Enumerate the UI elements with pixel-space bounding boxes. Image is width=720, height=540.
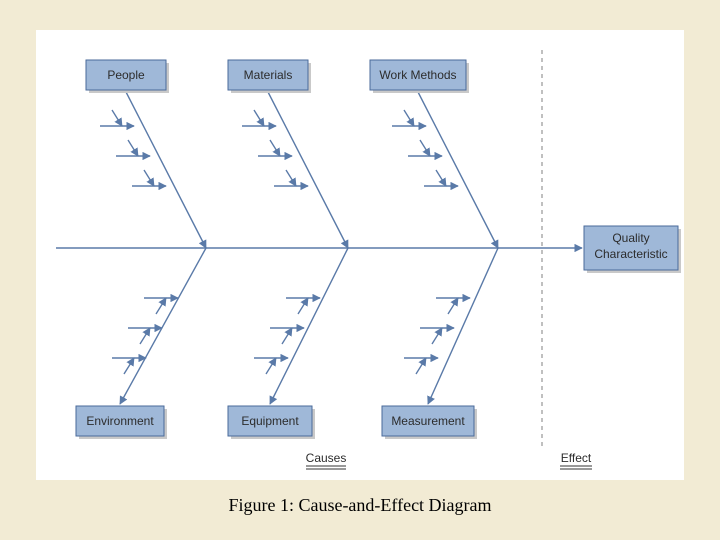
- figure-caption: Figure 1: Cause-and-Effect Diagram: [0, 495, 720, 516]
- subcause-tick: [420, 140, 430, 156]
- subcause-tick: [432, 328, 442, 344]
- subcause-tick: [298, 298, 308, 314]
- subcause-tick: [286, 170, 296, 186]
- effect-label-line2: Characteristic: [594, 247, 667, 261]
- bone-materials: [268, 92, 348, 248]
- subcause-tick: [140, 328, 150, 344]
- subcause-tick: [128, 140, 138, 156]
- diagram-panel: People Materials Work Methods Environment Eq…: [36, 30, 684, 480]
- subcause-tick: [404, 110, 414, 126]
- subcause-tick: [124, 358, 134, 374]
- category-label-environment: Environment: [86, 414, 154, 428]
- category-label-measurement: Measurement: [391, 414, 465, 428]
- subcause-tick: [416, 358, 426, 374]
- fishbone-svg: People Materials Work Methods Environment Eq…: [36, 30, 684, 480]
- category-label-materials: Materials: [244, 68, 293, 82]
- category-label-people: People: [107, 68, 145, 82]
- subcause-tick: [254, 110, 264, 126]
- subcause-tick: [436, 170, 446, 186]
- subcause-tick: [270, 140, 280, 156]
- subcause-tick: [144, 170, 154, 186]
- subcause-tick: [156, 298, 166, 314]
- footer-effect: Effect: [561, 451, 592, 465]
- category-label-equipment: Equipment: [241, 414, 299, 428]
- effect-label-line1: Quality: [612, 231, 649, 245]
- bone-equipment: [270, 248, 348, 404]
- bone-workmethods: [418, 92, 498, 248]
- footer-causes: Causes: [306, 451, 347, 465]
- bone-people: [126, 92, 206, 248]
- subcause-tick: [112, 110, 122, 126]
- subcause-tick: [282, 328, 292, 344]
- subcause-tick: [266, 358, 276, 374]
- bone-measurement: [428, 248, 498, 404]
- subcause-tick: [448, 298, 458, 314]
- category-label-workmethods: Work Methods: [379, 68, 456, 82]
- bone-environment: [120, 248, 206, 404]
